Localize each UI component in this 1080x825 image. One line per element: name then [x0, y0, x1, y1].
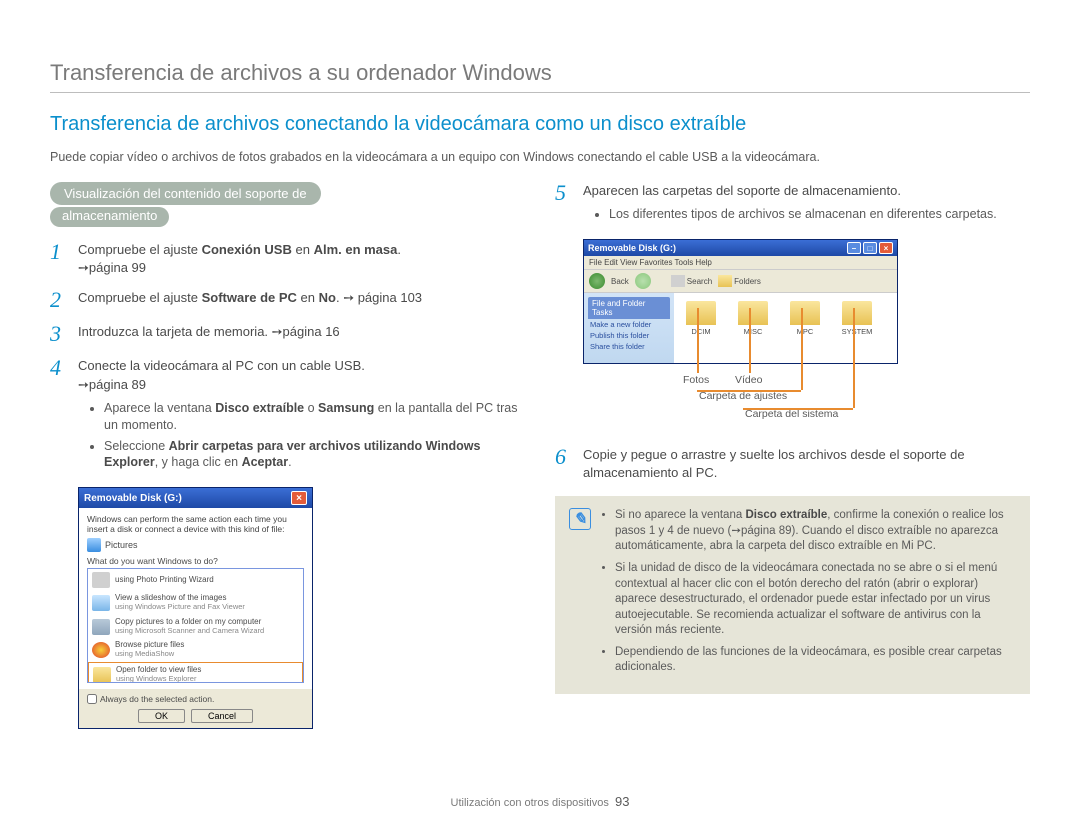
printer-icon	[92, 572, 110, 588]
step-number: 2	[50, 289, 68, 311]
callout-video: Vídeo	[735, 374, 762, 386]
minimize-icon[interactable]: –	[847, 242, 861, 254]
sidebar-item[interactable]: Publish this folder	[588, 330, 670, 341]
step-number: 6	[555, 446, 573, 482]
dialog-desc: Windows can perform the same action each…	[87, 514, 304, 534]
viewer-icon	[92, 595, 110, 611]
folders-button[interactable]: Folders	[718, 275, 761, 287]
subsection-pill: Visualización del contenido del soporte …	[50, 182, 525, 241]
step-body: Compruebe el ajuste Conexión USB en Alm.…	[78, 241, 525, 277]
close-icon[interactable]: ×	[879, 242, 893, 254]
right-column: 5 Aparecen las carpetas del soporte de a…	[555, 182, 1030, 729]
step-6: 6 Copie y pegue o arrastre y suelte los …	[555, 446, 1030, 482]
folder-item[interactable]: SYSTEM	[836, 301, 878, 336]
always-checkbox[interactable]: Always do the selected action.	[87, 694, 304, 704]
step-1: 1 Compruebe el ajuste Conexión USB en Al…	[50, 241, 525, 277]
callout-sistema: Carpeta del sistema	[745, 408, 838, 420]
folder-icon	[738, 301, 768, 325]
maximize-icon[interactable]: □	[863, 242, 877, 254]
note-box: ✎ Si no aparece la ventana Disco extraíb…	[555, 496, 1030, 693]
ok-button[interactable]: OK	[138, 709, 185, 723]
autoplay-dialog: Removable Disk (G:) × Windows can perfor…	[78, 487, 313, 729]
autoplay-item[interactable]: Copy pictures to a folder on my computer…	[88, 615, 303, 639]
step-body: Compruebe el ajuste Software de PC en No…	[78, 289, 525, 311]
explorer-window: Removable Disk (G:) – □ × File Edit View…	[583, 239, 898, 364]
step-number: 1	[50, 241, 68, 277]
intro-text: Puede copiar vídeo o archivos de fotos g…	[50, 150, 1030, 164]
step-body: Aparecen las carpetas del soporte de alm…	[583, 182, 1030, 227]
dialog-title: Removable Disk (G:)	[84, 493, 182, 504]
explorer-titlebar: Removable Disk (G:) – □ ×	[584, 240, 897, 256]
explorer-sidebar: File and Folder Tasks Make a new folder …	[584, 293, 674, 363]
step-body: Copie y pegue o arrastre y suelte los ar…	[583, 446, 1030, 482]
pill-line2: almacenamiento	[50, 207, 169, 227]
step-number: 4	[50, 357, 68, 475]
checkbox-input[interactable]	[87, 694, 97, 704]
callout-ajustes: Carpeta de ajustes	[699, 390, 787, 402]
pill-line1: Visualización del contenido del soporte …	[50, 182, 321, 205]
note-icon: ✎	[569, 508, 591, 530]
close-icon[interactable]: ×	[291, 491, 307, 505]
sidebar-item[interactable]: Share this folder	[588, 341, 670, 352]
autoplay-item[interactable]: Open folder to view filesusing Windows E…	[88, 662, 303, 683]
folder-item[interactable]: DCIM	[680, 301, 722, 336]
step-number: 3	[50, 323, 68, 345]
autoplay-item[interactable]: using Photo Printing Wizard	[88, 569, 303, 591]
note-list: Si no aparece la ventana Disco extraíble…	[615, 508, 1016, 681]
two-column-layout: Visualización del contenido del soporte …	[50, 182, 1030, 729]
autoplay-item[interactable]: Browse picture filesusing MediaShow	[88, 638, 303, 662]
dialog-titlebar: Removable Disk (G:) ×	[79, 488, 312, 508]
folder-icon	[790, 301, 820, 325]
autoplay-item[interactable]: View a slideshow of the imagesusing Wind…	[88, 591, 303, 615]
pictures-icon	[87, 538, 101, 552]
step-4: 4 Conecte la videocámara al PC con un ca…	[50, 357, 525, 475]
step-4-bullets: Aparece la ventana Disco extraíble o Sam…	[104, 400, 525, 472]
step-2: 2 Compruebe el ajuste Software de PC en …	[50, 289, 525, 311]
pictures-row: Pictures	[87, 538, 304, 552]
explorer-toolbar: Back Search Folders	[584, 270, 897, 293]
left-column: Visualización del contenido del soporte …	[50, 182, 525, 729]
folder-item[interactable]: MPC	[784, 301, 826, 336]
forward-icon[interactable]	[635, 273, 651, 289]
media-icon	[92, 642, 110, 658]
folder-icon	[842, 301, 872, 325]
step-number: 5	[555, 182, 573, 227]
section-title: Transferencia de archivos conectando la …	[50, 113, 1030, 136]
explorer-menu[interactable]: File Edit View Favorites Tools Help	[584, 256, 897, 270]
search-button[interactable]: Search	[671, 275, 712, 287]
explorer-main: DCIM MISC MPC SYSTEM	[674, 293, 897, 363]
cancel-button[interactable]: Cancel	[191, 709, 253, 723]
page-title: Transferencia de archivos a su ordenador…	[50, 60, 1030, 93]
folder-icon	[93, 667, 111, 683]
step-body: Conecte la videocámara al PC con un cabl…	[78, 357, 525, 475]
step-5-bullets: Los diferentes tipos de archivos se alma…	[609, 206, 1030, 223]
folder-callouts: Fotos Vídeo Carpeta de ajustes Carpeta d…	[583, 368, 898, 428]
sidebar-item[interactable]: Make a new folder	[588, 319, 670, 330]
folder-item[interactable]: MISC	[732, 301, 774, 336]
step-body: Introduzca la tarjeta de memoria. ➙págin…	[78, 323, 525, 345]
dialog-prompt: What do you want Windows to do?	[87, 556, 304, 566]
callout-fotos: Fotos	[683, 374, 709, 386]
action-list[interactable]: using Photo Printing WizardView a slides…	[87, 568, 304, 683]
folder-icon	[686, 301, 716, 325]
step-3: 3 Introduzca la tarjeta de memoria. ➙pág…	[50, 323, 525, 345]
step-5: 5 Aparecen las carpetas del soporte de a…	[555, 182, 1030, 227]
scanner-icon	[92, 619, 110, 635]
page-footer: Utilización con otros dispositivos 93	[0, 794, 1080, 809]
back-icon[interactable]	[589, 273, 605, 289]
